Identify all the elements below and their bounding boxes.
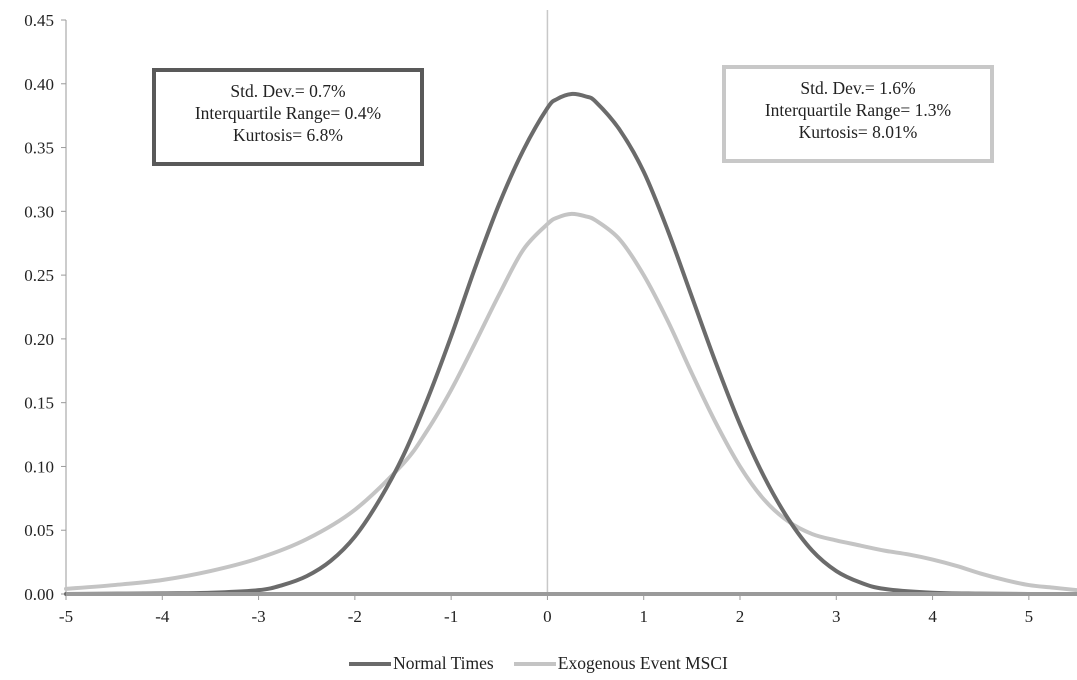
x-tick-label: 0: [543, 607, 552, 626]
chart-legend: Normal Times Exogenous Event MSCI: [0, 653, 1077, 674]
exogenous-std-dev: Std. Dev.= 1.6%: [800, 78, 916, 98]
legend-label-exogenous-event: Exogenous Event MSCI: [557, 653, 728, 673]
y-tick-label: 0.20: [24, 330, 54, 349]
y-tick-label: 0.35: [24, 139, 54, 158]
legend-item-exogenous-event: Exogenous Event MSCI: [513, 653, 728, 674]
exogenous-event-stats-box: Std. Dev.= 1.6% Interquartile Range= 1.3…: [722, 65, 994, 163]
y-tick-label: 0.05: [24, 521, 54, 540]
series-layer: [64, 91, 1077, 597]
legend-item-normal-times: Normal Times: [349, 653, 494, 674]
y-tick-label: 0.40: [24, 75, 54, 94]
y-tick-label: 0.30: [24, 202, 54, 221]
legend-swatch-exogenous-event: [513, 661, 556, 666]
y-tick-label: 0.15: [24, 394, 54, 413]
x-axis-ticks: -5 -4 -3 -2 -1 0 1 2 3 4 5: [59, 594, 1033, 626]
legend-swatch-normal-times: [349, 661, 392, 666]
x-tick-label: 2: [736, 607, 745, 626]
y-tick-label: 0.25: [24, 266, 54, 285]
exogenous-interquartile-range: Interquartile Range= 1.3%: [764, 100, 952, 120]
x-tick-label: -2: [348, 607, 362, 626]
y-tick-label: 0.10: [24, 457, 54, 476]
normal-std-dev: Std. Dev.= 0.7%: [230, 81, 346, 101]
x-tick-label: -1: [444, 607, 458, 626]
x-tick-label: -3: [251, 607, 265, 626]
normal-interquartile-range: Interquartile Range= 0.4%: [194, 103, 382, 123]
y-tick-label: 0.00: [24, 585, 54, 604]
x-tick-label: 1: [639, 607, 648, 626]
legend-label-normal-times: Normal Times: [393, 653, 494, 673]
series-line-exogenous-event: [64, 211, 1077, 593]
normal-kurtosis: Kurtosis= 6.8%: [232, 125, 343, 145]
x-tick-label: 5: [1025, 607, 1034, 626]
x-tick-label: 3: [832, 607, 841, 626]
y-tick-label: 0.45: [24, 11, 54, 30]
exogenous-kurtosis: Kurtosis= 8.01%: [798, 122, 918, 142]
series-line-normal-times: [64, 91, 1077, 597]
y-axis-ticks: 0.00 0.05 0.10 0.15 0.20 0.25 0.30 0.35 0.40 0.45: [24, 11, 66, 604]
x-tick-label: -5: [59, 607, 73, 626]
x-tick-label: -4: [155, 607, 170, 626]
normal-times-stats-box: Std. Dev.= 0.7% Interquartile Range= 0.4…: [152, 68, 424, 166]
x-tick-label: 4: [928, 607, 937, 626]
